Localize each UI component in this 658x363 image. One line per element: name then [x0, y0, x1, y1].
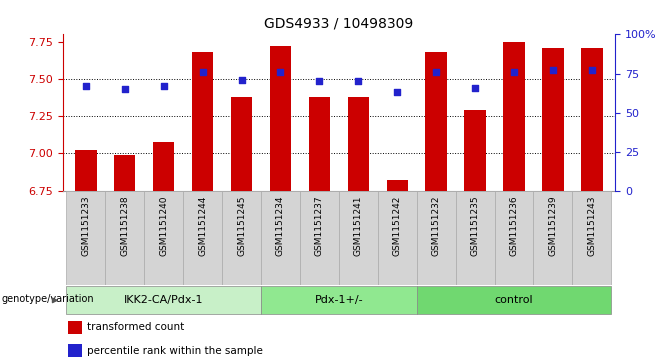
Bar	[386, 180, 408, 191]
FancyBboxPatch shape	[339, 191, 378, 285]
Text: transformed count: transformed count	[88, 322, 185, 332]
Text: GSM1151244: GSM1151244	[198, 195, 207, 256]
Bar	[426, 52, 447, 191]
Text: control: control	[495, 295, 534, 305]
Bar	[270, 46, 291, 191]
FancyBboxPatch shape	[183, 191, 222, 285]
Point	[120, 86, 130, 92]
FancyBboxPatch shape	[378, 191, 417, 285]
Text: GSM1151245: GSM1151245	[237, 195, 246, 256]
Text: GSM1151239: GSM1151239	[549, 195, 557, 256]
Text: GSM1151234: GSM1151234	[276, 195, 285, 256]
Text: percentile rank within the sample: percentile rank within the sample	[88, 346, 263, 356]
FancyBboxPatch shape	[495, 191, 534, 285]
Point	[159, 83, 169, 89]
Text: GSM1151241: GSM1151241	[354, 195, 363, 256]
Bar	[75, 150, 97, 191]
Point	[275, 69, 286, 75]
FancyBboxPatch shape	[66, 191, 105, 285]
FancyBboxPatch shape	[105, 191, 144, 285]
FancyBboxPatch shape	[261, 191, 300, 285]
Point	[547, 68, 558, 73]
Bar	[465, 110, 486, 191]
FancyBboxPatch shape	[144, 191, 183, 285]
Text: GSM1151242: GSM1151242	[393, 195, 402, 256]
FancyBboxPatch shape	[66, 286, 261, 314]
Point	[587, 68, 597, 73]
FancyBboxPatch shape	[455, 191, 495, 285]
Point	[431, 69, 442, 75]
Text: GSM1151240: GSM1151240	[159, 195, 168, 256]
Text: GSM1151232: GSM1151232	[432, 195, 441, 256]
Bar	[542, 48, 564, 191]
Point	[314, 78, 324, 84]
FancyBboxPatch shape	[572, 191, 611, 285]
Title: GDS4933 / 10498309: GDS4933 / 10498309	[265, 17, 413, 30]
Point	[236, 77, 247, 83]
Point	[353, 78, 364, 84]
Bar	[231, 97, 252, 191]
Bar	[581, 48, 603, 191]
Point	[470, 85, 480, 90]
Point	[392, 89, 403, 95]
FancyBboxPatch shape	[261, 286, 417, 314]
Text: GSM1151238: GSM1151238	[120, 195, 129, 256]
Bar	[192, 52, 213, 191]
Text: GSM1151233: GSM1151233	[82, 195, 90, 256]
FancyBboxPatch shape	[300, 191, 339, 285]
Point	[80, 83, 91, 89]
FancyBboxPatch shape	[417, 191, 455, 285]
Text: Pdx-1+/-: Pdx-1+/-	[315, 295, 363, 305]
Bar	[347, 97, 369, 191]
Bar	[114, 155, 136, 191]
Bar	[153, 142, 174, 191]
Text: GSM1151235: GSM1151235	[470, 195, 480, 256]
Bar	[309, 97, 330, 191]
FancyBboxPatch shape	[222, 191, 261, 285]
Text: GSM1151236: GSM1151236	[509, 195, 519, 256]
Bar	[68, 344, 82, 357]
Point	[509, 69, 519, 75]
FancyBboxPatch shape	[417, 286, 611, 314]
Bar	[68, 321, 82, 334]
Text: genotype/variation: genotype/variation	[1, 294, 94, 304]
Point	[197, 69, 208, 75]
Text: GSM1151243: GSM1151243	[588, 195, 596, 256]
Bar	[503, 42, 524, 191]
Text: IKK2-CA/Pdx-1: IKK2-CA/Pdx-1	[124, 295, 203, 305]
Text: GSM1151237: GSM1151237	[315, 195, 324, 256]
FancyBboxPatch shape	[534, 191, 572, 285]
